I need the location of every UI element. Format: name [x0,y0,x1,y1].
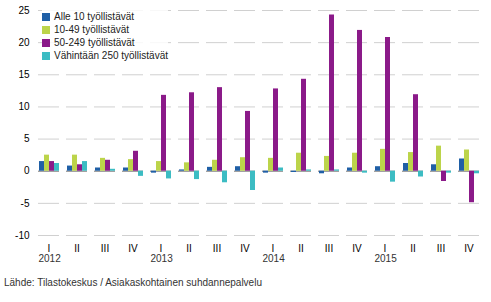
svg-text:IV: IV [240,243,250,254]
svg-text:III: III [213,243,221,254]
svg-text:-10: -10 [15,230,30,241]
svg-text:III: III [437,243,445,254]
svg-text:2014: 2014 [263,253,286,264]
svg-text:II: II [410,243,416,254]
html-text:Vähintään 250 työllistävät: Vähintään 250 työllistävät [54,50,168,61]
svg-text:IV: IV [464,243,474,254]
svg-text:IV: IV [128,243,138,254]
html-text:Alle 10 työllistävät: Alle 10 työllistävät [54,11,134,22]
svg-text:II: II [298,243,304,254]
svg-text:III: III [101,243,109,254]
svg-text:I: I [383,242,387,254]
html-text:Lähde: Tilastokeskus / Asiakas: Lähde: Tilastokeskus / Asiakaskohtainen … [4,277,262,288]
svg-text:III: III [325,243,333,254]
svg-text:10: 10 [18,101,30,112]
svg-text:I: I [271,242,275,254]
html-text:10-49 työllistävät: 10-49 työllistävät [54,24,129,35]
svg-text:IV: IV [352,243,362,254]
svg-text:20: 20 [18,37,30,48]
svg-text:II: II [74,243,80,254]
html-text:50-249 työllistävät: 50-249 työllistävät [54,37,135,48]
svg-text:2012: 2012 [39,253,62,264]
svg-text:-5: -5 [21,198,30,209]
svg-text:2013: 2013 [151,253,174,264]
svg-text:I: I [47,242,51,254]
svg-text:2015: 2015 [375,253,398,264]
svg-text:I: I [159,242,163,254]
svg-text:15: 15 [18,69,30,80]
svg-text:II: II [186,243,192,254]
svg-text:5: 5 [24,133,30,144]
svg-text:0: 0 [24,165,30,176]
svg-text:25: 25 [18,5,30,16]
